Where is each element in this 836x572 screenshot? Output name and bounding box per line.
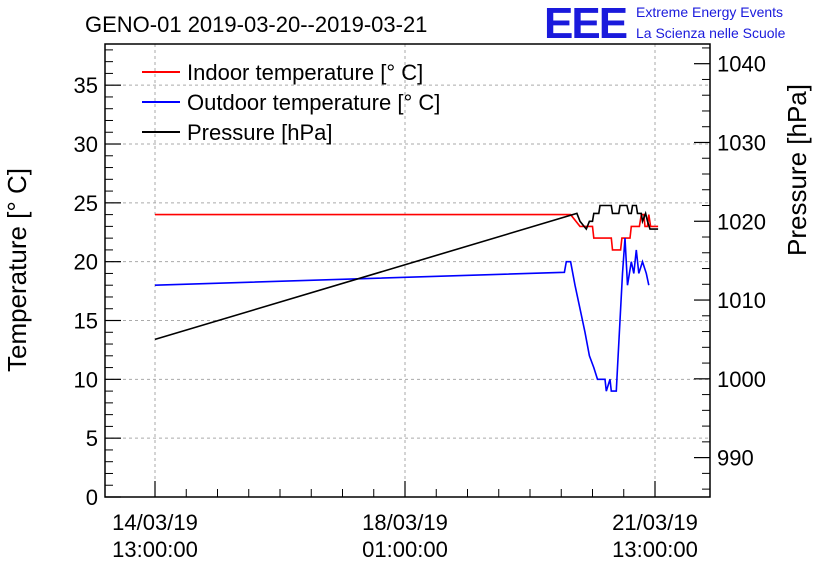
right-y-tick-label: 1030 xyxy=(717,130,766,155)
x-tick-label-time: 13:00:00 xyxy=(612,537,698,562)
series-line xyxy=(154,204,659,341)
right-y-tick-label: 1020 xyxy=(717,209,766,234)
left-y-axis-label: Temperature [° C] xyxy=(2,168,32,372)
left-y-tick-labels: 0 5 10 15 20 25 30 35 xyxy=(74,73,98,510)
eee-logo-line2: La Scienza nelle Scuole xyxy=(636,25,786,41)
eee-logo: EEE Extreme Energy Events La Scienza nel… xyxy=(544,0,786,48)
left-y-tick-label: 10 xyxy=(74,367,98,392)
legend-label: Pressure [hPa] xyxy=(187,120,333,145)
left-y-tick-label: 35 xyxy=(74,73,98,98)
series-group xyxy=(154,204,659,392)
left-y-tick-label: 15 xyxy=(74,309,98,334)
right-y-tick-label: 1040 xyxy=(717,52,766,77)
left-y-tick-label: 25 xyxy=(74,191,98,216)
right-y-tick-label: 1000 xyxy=(717,367,766,392)
series-line xyxy=(154,238,650,392)
x-tick-label-date: 18/03/19 xyxy=(362,510,448,535)
x-tick-label-time: 01:00:00 xyxy=(362,537,448,562)
x-tick-label-date: 14/03/19 xyxy=(112,510,198,535)
legend-label: Outdoor temperature [° C] xyxy=(187,90,440,115)
right-y-tick-labels: 990 1000 1010 1020 1030 1040 xyxy=(717,52,766,471)
legend-label: Indoor temperature [° C] xyxy=(187,60,423,85)
right-y-tick-label: 990 xyxy=(717,446,754,471)
legend: Indoor temperature [° C] Outdoor temperat… xyxy=(142,60,440,145)
plot-frame xyxy=(104,43,711,498)
left-y-tick-label: 5 xyxy=(86,426,98,451)
left-y-tick-label: 20 xyxy=(74,250,98,275)
eee-logo-mark: EEE xyxy=(544,0,627,48)
x-tick-labels: 14/03/1913:00:0018/03/1901:00:0021/03/19… xyxy=(112,510,698,562)
x-tick-label-date: 21/03/19 xyxy=(612,510,698,535)
series-line xyxy=(155,213,659,251)
axis-ticks xyxy=(105,47,710,498)
chart-title: GENO-01 2019-03-20--2019-03-21 xyxy=(85,12,427,37)
eee-logo-line1: Extreme Energy Events xyxy=(636,4,783,20)
left-y-tick-label: 30 xyxy=(74,132,98,157)
left-y-tick-label: 0 xyxy=(86,485,98,510)
right-y-tick-label: 1010 xyxy=(717,288,766,313)
right-y-axis-label: Pressure [hPa] xyxy=(782,84,812,256)
x-tick-label-time: 13:00:00 xyxy=(112,537,198,562)
